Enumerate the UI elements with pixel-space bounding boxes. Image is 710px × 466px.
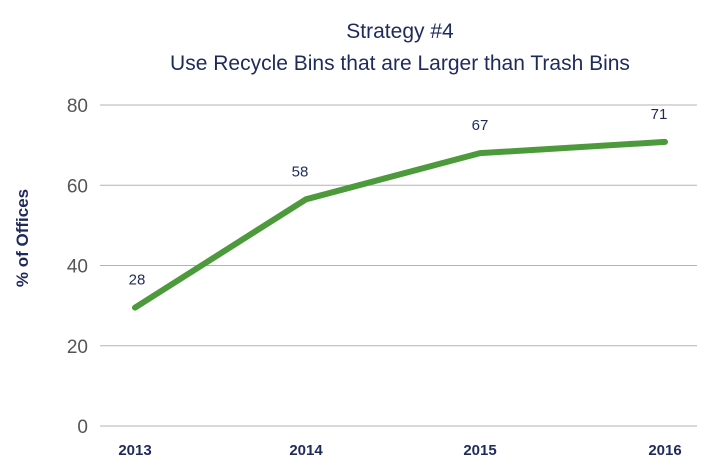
data-label: 58 bbox=[292, 163, 309, 180]
x-axis-ticks: 2013 2014 2015 2016 bbox=[118, 442, 681, 459]
data-labels: 28 58 67 71 bbox=[129, 106, 668, 289]
x-tick-label: 2016 bbox=[648, 442, 681, 459]
chart-subtitle: Use Recycle Bins that are Larger than Tr… bbox=[170, 52, 630, 75]
y-tick-label: 40 bbox=[67, 257, 88, 278]
data-label: 28 bbox=[129, 272, 146, 289]
y-tick-label: 60 bbox=[67, 176, 88, 197]
y-tick-label: 20 bbox=[67, 337, 88, 358]
x-tick-label: 2013 bbox=[118, 442, 151, 459]
series-line bbox=[132, 138, 668, 311]
y-tick-label: 0 bbox=[77, 417, 88, 438]
x-tick-label: 2015 bbox=[463, 442, 496, 459]
y-tick-label: 80 bbox=[67, 96, 88, 117]
data-label: 71 bbox=[651, 106, 668, 123]
y-axis-ticks: 0 20 40 60 80 bbox=[67, 96, 88, 438]
data-label: 67 bbox=[472, 117, 489, 134]
x-tick-label: 2014 bbox=[289, 442, 323, 459]
chart-title: Strategy #4 bbox=[346, 20, 454, 43]
y-axis-label: % of Offices bbox=[13, 189, 32, 287]
gridlines bbox=[100, 104, 697, 427]
series bbox=[132, 138, 668, 311]
